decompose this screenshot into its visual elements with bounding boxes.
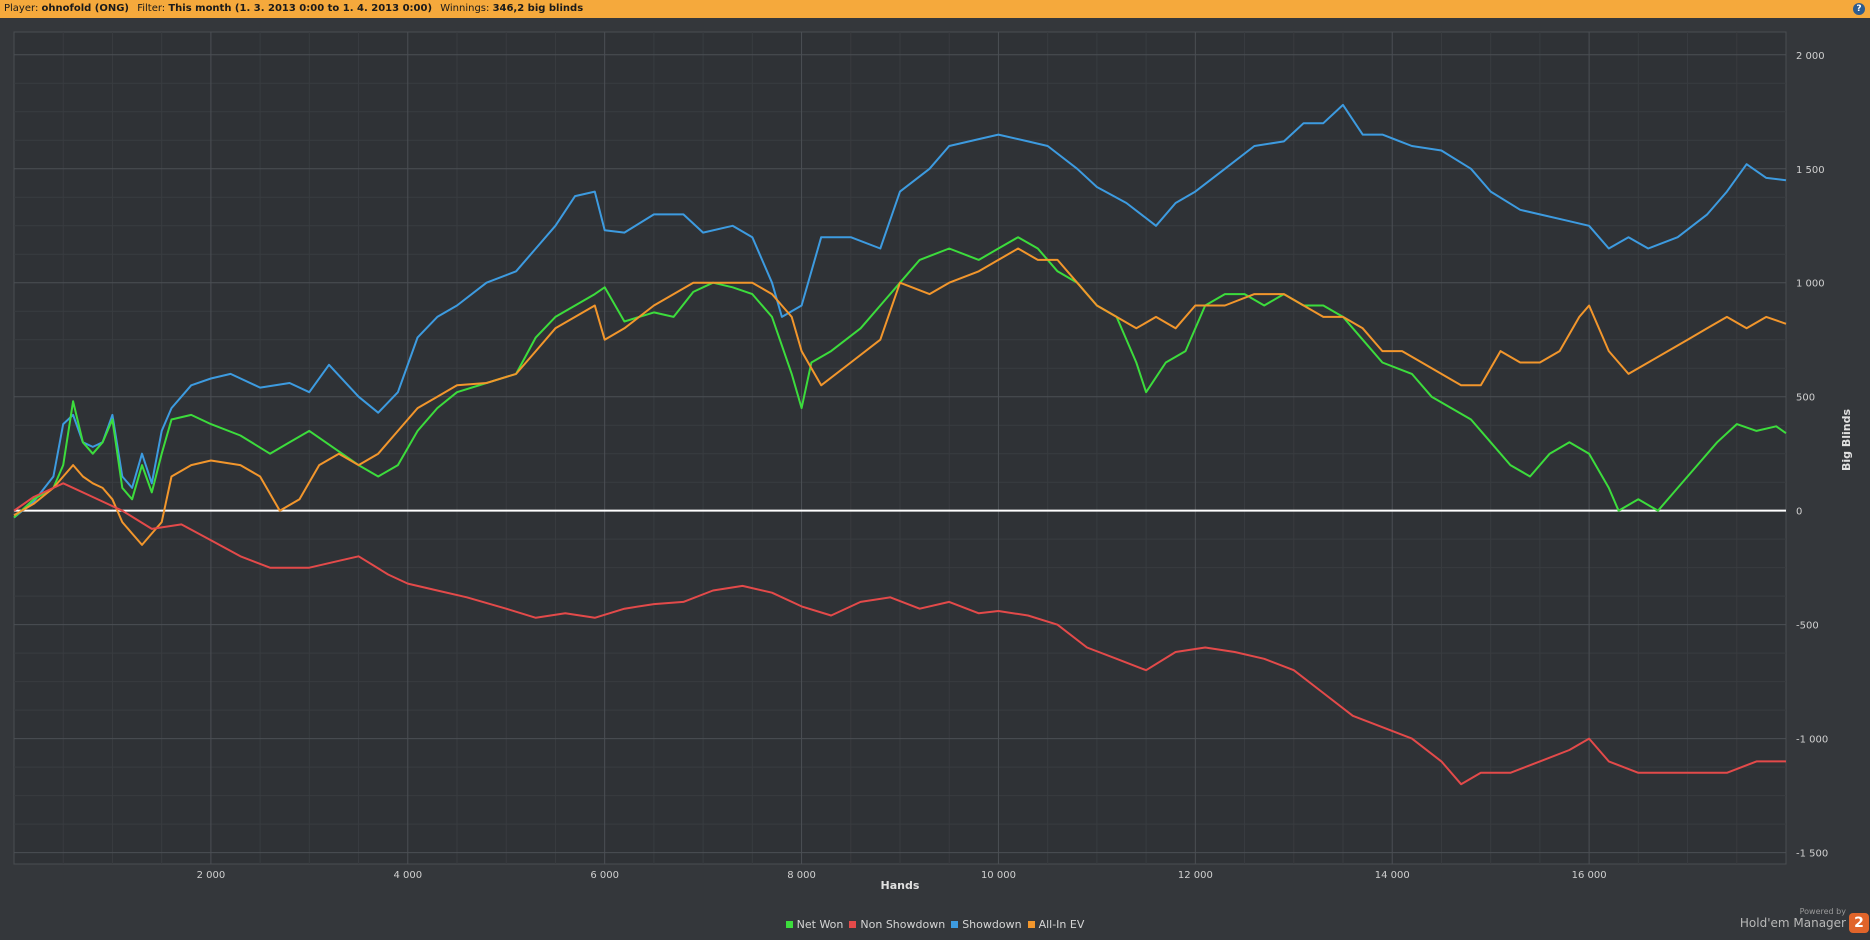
y-tick-label: -1 500	[1796, 849, 1828, 860]
x-tick-label: 4 000	[393, 870, 422, 881]
legend-item-showdown[interactable]: Showdown	[951, 918, 1022, 931]
legend-item-non-showdown[interactable]: Non Showdown	[849, 918, 945, 931]
hem2-logo-icon: 2	[1849, 913, 1869, 933]
legend-swatch	[785, 921, 793, 928]
x-tick-label: 14 000	[1375, 870, 1410, 881]
legend-item-all-in-ev[interactable]: All-In EV	[1027, 918, 1085, 931]
x-tick-label: 2 000	[197, 870, 226, 881]
series-line-net-won	[13, 236, 1787, 519]
legend-swatch	[951, 921, 959, 928]
filter-label: Filter:	[137, 3, 166, 14]
y-tick-label: -500	[1796, 621, 1819, 632]
y-axis-ticks: 2 000 1 500 1 000 500 0 -500 -1 000 -1 500	[1796, 51, 1828, 860]
y-tick-label: 500	[1796, 393, 1815, 404]
legend-label: All-In EV	[1038, 918, 1085, 931]
x-tick-label: 12 000	[1178, 870, 1213, 881]
player-value: ohnofold (ONG)	[41, 3, 130, 14]
header-bar: Player: ohnofold (ONG) Filter: This mont…	[0, 0, 1870, 18]
legend-item-net-won[interactable]: Net Won	[785, 918, 844, 931]
y-tick-label: 1 000	[1796, 279, 1825, 290]
legend-swatch	[849, 921, 857, 928]
x-tick-label: 6 000	[590, 870, 619, 881]
player-label: Player:	[4, 3, 39, 14]
y-axis-title: Big Blinds	[1840, 409, 1853, 471]
x-axis-ticks: 2 000 4 000 6 000 8 000 10 000 12 000 14 000 16…	[197, 870, 1607, 881]
legend-label: Non Showdown	[860, 918, 946, 931]
chart-legend: Net Won Non Showdown Showdown All-In EV	[0, 918, 1870, 931]
legend-label: Net Won	[796, 918, 844, 931]
winnings-label: Winnings:	[440, 3, 490, 14]
powered-by-text: Powered by	[1799, 907, 1846, 916]
y-tick-label: 0	[1796, 507, 1802, 518]
series-layer	[13, 103, 1787, 786]
winnings-value: 346,2 big blinds	[492, 3, 584, 14]
help-icon[interactable]: ?	[1853, 3, 1865, 15]
product-name: Hold'em Manager	[1739, 916, 1846, 930]
grid-minor	[14, 32, 1786, 864]
legend-swatch	[1027, 921, 1035, 928]
legend-label: Showdown	[962, 918, 1022, 931]
series-line-non-showdown	[13, 482, 1786, 786]
x-axis-title: Hands	[881, 879, 920, 892]
x-tick-label: 10 000	[981, 870, 1016, 881]
y-tick-label: 2 000	[1796, 51, 1825, 62]
filter-value: This month (1. 3. 2013 0:00 to 1. 4. 201…	[168, 3, 433, 14]
x-tick-label: 8 000	[787, 870, 816, 881]
series-line-all-in-ev	[13, 247, 1787, 546]
branding: Powered by Hold'em Manager 2	[1739, 907, 1869, 933]
series-line-showdown	[13, 103, 1787, 519]
y-tick-label: 1 500	[1796, 165, 1825, 176]
x-tick-label: 16 000	[1572, 870, 1607, 881]
graph-chart: 2 000 4 000 6 000 8 000 10 000 12 000 14 000 16…	[13, 31, 1853, 892]
y-tick-label: -1 000	[1796, 735, 1828, 746]
